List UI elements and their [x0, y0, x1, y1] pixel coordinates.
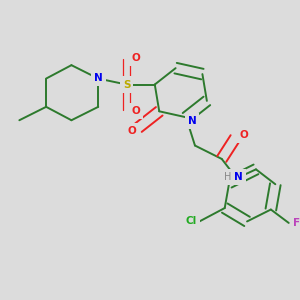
Text: O: O — [132, 106, 140, 116]
Text: O: O — [239, 130, 248, 140]
Text: N: N — [188, 116, 196, 126]
Text: N: N — [234, 172, 242, 182]
Text: H: H — [224, 172, 231, 182]
Text: F: F — [293, 218, 300, 228]
Text: Cl: Cl — [185, 216, 197, 226]
Text: S: S — [123, 80, 130, 89]
Text: N: N — [94, 73, 103, 83]
Text: O: O — [132, 53, 140, 63]
Text: O: O — [128, 126, 136, 136]
